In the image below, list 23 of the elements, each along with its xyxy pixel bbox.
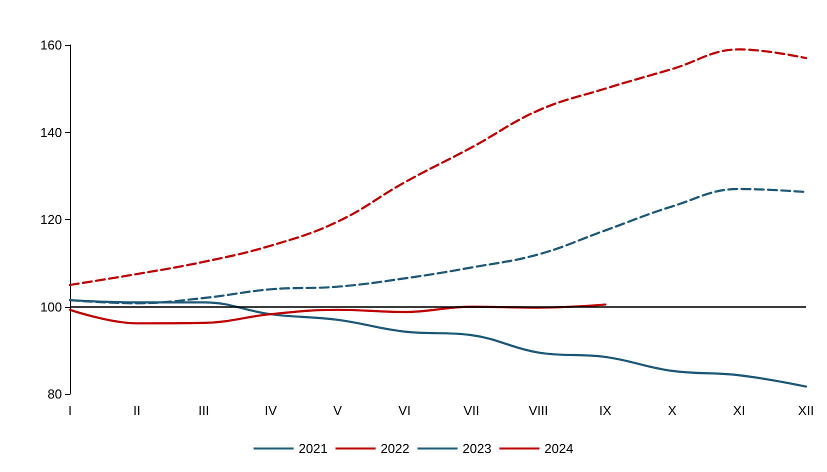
y-tick-label: 120	[40, 212, 62, 227]
x-tick-label: IV	[264, 403, 278, 418]
x-tick-label: I	[68, 403, 72, 418]
x-tick-label: IX	[599, 403, 612, 418]
y-tick-label: 160	[40, 38, 62, 52]
x-tick-label: XII	[798, 403, 814, 418]
legend-label: 2024	[544, 441, 574, 456]
legend-label: 2022	[380, 441, 410, 456]
x-tick-label: VIII	[528, 403, 548, 418]
x-tick-label: XI	[732, 403, 746, 418]
y-tick-label: 80	[48, 386, 62, 402]
x-tick-label: VII	[464, 403, 480, 418]
line-series	[68, 303, 606, 324]
x-tick-label: X	[668, 403, 677, 418]
legend-label: 2023	[462, 441, 492, 456]
legend-label: 2021	[298, 441, 328, 456]
x-tick-label: V	[333, 403, 342, 418]
line-series	[68, 48, 808, 286]
x-tick-label: II	[133, 403, 141, 418]
y-tick-label: 100	[40, 299, 62, 314]
y-tick-label: 140	[40, 124, 62, 140]
x-tick-label: III	[198, 403, 210, 418]
x-tick-label: VI	[398, 403, 411, 418]
